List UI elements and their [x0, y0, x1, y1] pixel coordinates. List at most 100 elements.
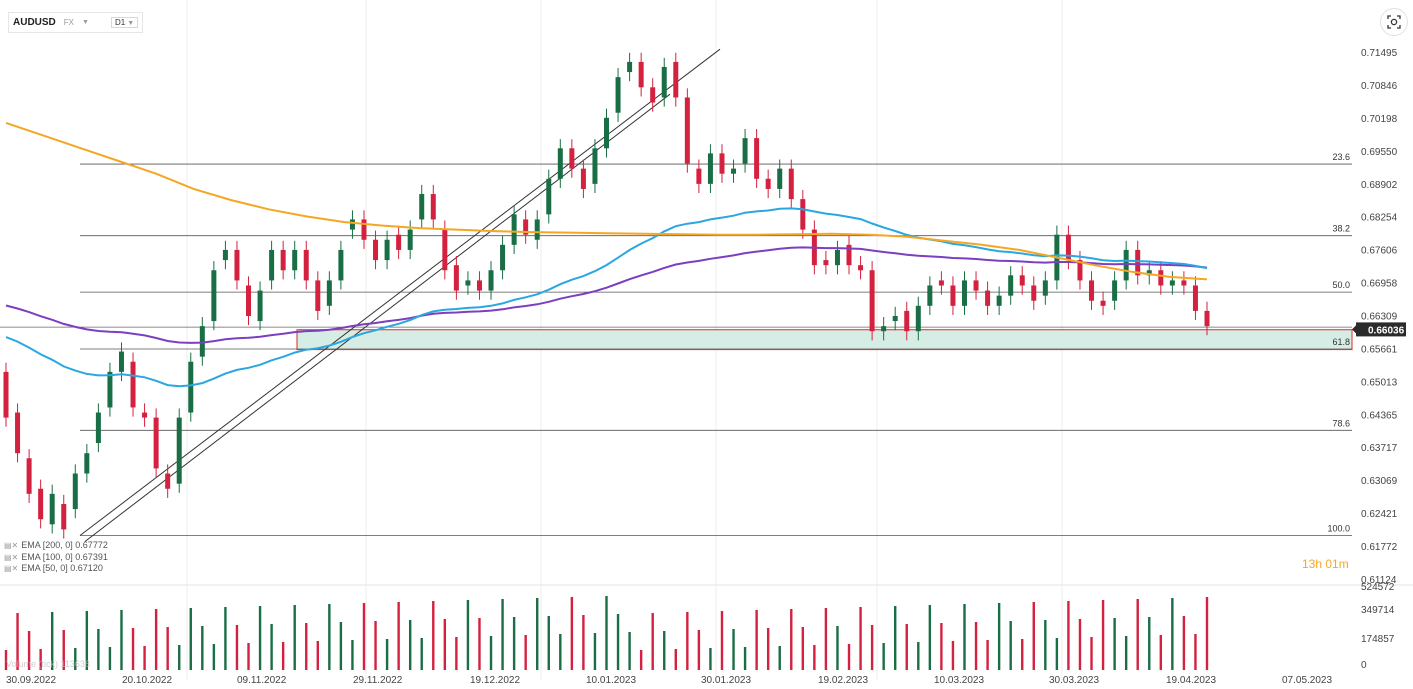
indicator-row[interactable]: ▤✕ EMA [50, 0] 0.67120 — [4, 563, 108, 575]
volume-bar — [859, 607, 862, 670]
candle-body — [1100, 300, 1106, 306]
volume-bar — [894, 606, 897, 670]
date-tick-label: 07.05.2023 — [1282, 675, 1332, 686]
candle-body — [1065, 234, 1071, 261]
candle-body — [176, 417, 182, 484]
date-tick-label: 09.11.2022 — [237, 675, 287, 686]
volume-bar — [270, 624, 273, 670]
volume-bar — [1090, 637, 1093, 670]
indicator-row[interactable]: ▤✕ EMA [100, 0] 0.67391 — [4, 552, 108, 564]
candle-body — [61, 503, 67, 530]
volume-bar — [501, 599, 504, 670]
volume-bar — [663, 631, 666, 670]
volume-bar — [697, 630, 701, 670]
volume-bar — [339, 622, 343, 670]
candle-body — [904, 310, 910, 332]
volume-bar — [27, 631, 31, 670]
candle-body — [684, 97, 690, 164]
volume-bar — [951, 641, 955, 670]
price-tick-label: 0.68254 — [1361, 213, 1398, 224]
candle-body — [823, 260, 829, 266]
candle-body — [996, 295, 1002, 306]
candle-body — [292, 249, 298, 271]
candle-body — [1019, 275, 1025, 286]
volume-bar — [351, 640, 354, 670]
volume-bar — [524, 635, 527, 670]
price-tick-label: 0.63717 — [1361, 443, 1398, 454]
volume-bar — [813, 645, 816, 670]
volume-bar — [1032, 602, 1035, 670]
candle-body — [199, 326, 205, 357]
price-tick-label: 0.70846 — [1361, 81, 1398, 92]
volume-bar — [224, 607, 227, 670]
volume-bar — [1148, 617, 1151, 670]
settings-icon[interactable]: ▤✕ — [4, 541, 19, 550]
volume-bar — [674, 649, 677, 670]
volume-bar — [466, 600, 470, 670]
price-tick-label: 0.68902 — [1361, 180, 1398, 191]
ema-100-line — [5, 246, 1208, 344]
candle-body — [26, 458, 32, 494]
volume-bar — [582, 615, 585, 670]
screenshot-button[interactable] — [1380, 8, 1408, 36]
price-tick-label: 0.61124 — [1361, 575, 1397, 586]
settings-icon[interactable]: ▤✕ — [4, 564, 19, 573]
volume-bar — [1021, 639, 1024, 670]
candle-body — [188, 361, 194, 413]
volume-bar — [74, 648, 77, 670]
volume-bar — [1171, 598, 1174, 670]
candle-body — [222, 249, 228, 261]
volume-bar — [928, 605, 932, 670]
candle-body — [523, 219, 529, 235]
volume-bar — [247, 643, 250, 670]
volume-bar — [1101, 600, 1105, 670]
price-tick-label: 0.69550 — [1361, 147, 1398, 158]
price-tick-label: 0.70198 — [1361, 114, 1398, 125]
timeframe-selector[interactable]: D1 ▼ — [110, 17, 139, 28]
candle-body — [246, 285, 252, 316]
candle-body — [1192, 285, 1198, 311]
ema-200-line — [5, 121, 1208, 281]
candle-body — [604, 117, 609, 149]
candle-body — [615, 77, 621, 113]
volume-bar — [316, 641, 319, 670]
volume-bar — [39, 649, 42, 670]
volume-bar — [432, 601, 435, 670]
candle-body — [269, 249, 275, 281]
timeframe-label: D1 — [114, 18, 126, 27]
volume-bar — [62, 630, 65, 670]
candle-body — [800, 199, 806, 230]
volume-tick-label: 0 — [1361, 660, 1367, 671]
volume-bar — [1044, 620, 1047, 670]
volume-bar — [628, 632, 631, 670]
volume-bar — [374, 621, 377, 670]
volume-bar — [489, 636, 493, 670]
symbol-selector[interactable]: AUDUSD FX ▼ D1 ▼ — [8, 12, 144, 33]
date-tick-label: 30.03.2023 — [1049, 675, 1099, 686]
candle-body — [38, 488, 44, 520]
candle-body — [95, 412, 101, 444]
indicator-label: EMA [200, 0] 0.67772 — [21, 540, 108, 550]
volume-bar — [1078, 619, 1082, 670]
indicator-row[interactable]: ▤✕ EMA [200, 0] 0.67772 — [4, 540, 108, 552]
settings-icon[interactable]: ▤✕ — [4, 552, 19, 562]
volume-bar — [212, 644, 216, 670]
market-label: FX — [63, 18, 75, 27]
candle-body — [569, 148, 575, 169]
price-tick-label: 0.62421 — [1361, 509, 1398, 520]
current-price-arrow — [1352, 323, 1358, 336]
candle-body — [1204, 310, 1210, 327]
volume-bar — [85, 611, 89, 670]
candle-body — [892, 315, 898, 322]
volume-bar — [974, 622, 978, 670]
volume-bar — [166, 627, 169, 670]
candle-body — [777, 168, 783, 189]
candle-body — [834, 249, 840, 266]
chevron-down-icon[interactable]: ▼ — [82, 19, 89, 26]
candle-countdown: 13h 01m — [1302, 557, 1349, 571]
candle-body — [592, 148, 598, 184]
candle-body — [915, 305, 921, 332]
candle-body — [534, 219, 540, 240]
symbol-label: AUDUSD — [13, 17, 56, 28]
